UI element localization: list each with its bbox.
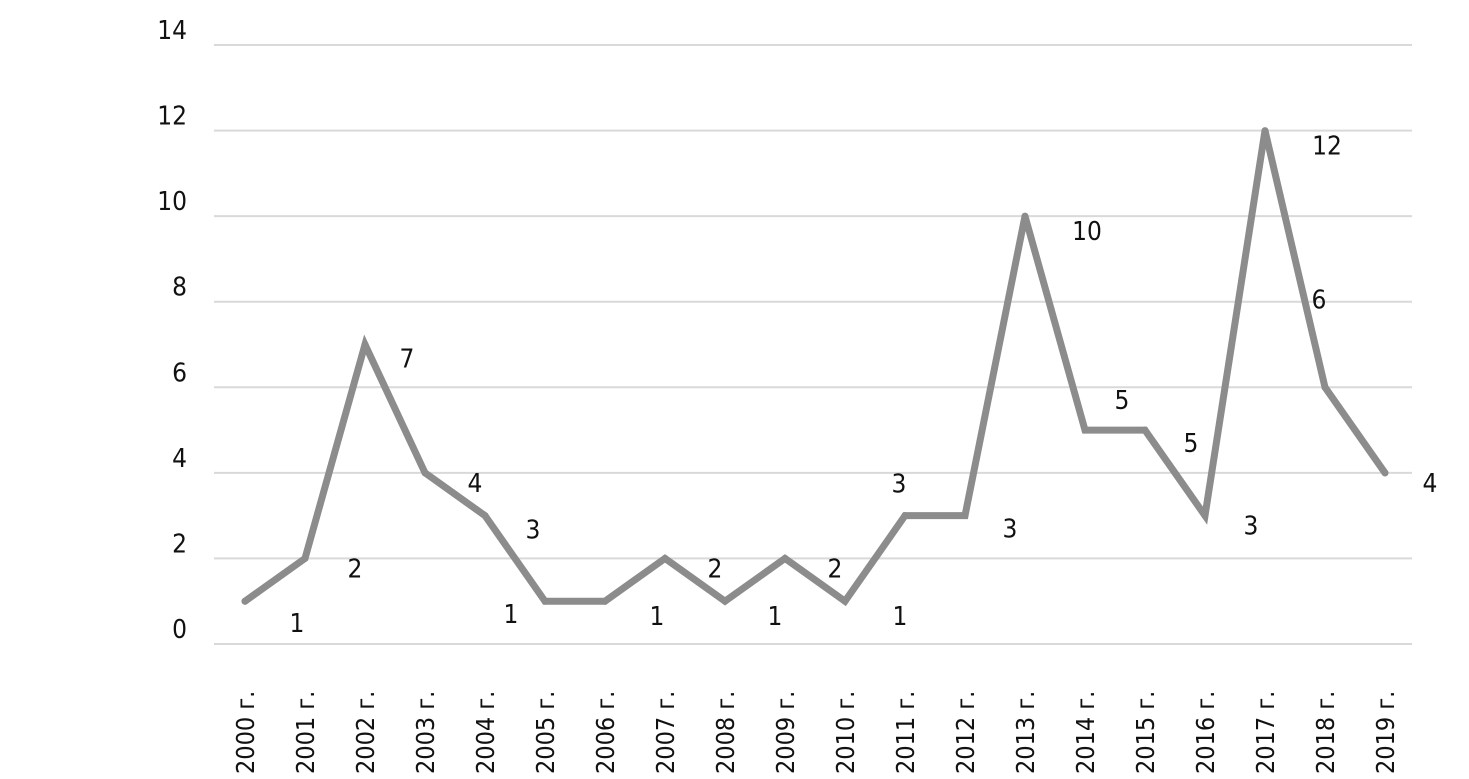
data-point <box>361 341 369 348</box>
data-point <box>241 597 249 605</box>
data-label: 10 <box>1072 217 1102 247</box>
x-tick-label: 2016 г. <box>1191 691 1220 774</box>
data-point <box>541 597 549 605</box>
data-label: 1 <box>768 602 783 632</box>
data-point <box>301 554 309 562</box>
data-point <box>841 597 849 605</box>
data-label: 12 <box>1312 132 1342 162</box>
data-label: 1 <box>893 602 908 632</box>
x-tick-label: 2000 г. <box>231 691 260 774</box>
x-tick-label: 2009 г. <box>771 691 800 774</box>
x-tick-label: 2005 г. <box>531 691 560 774</box>
data-label: 5 <box>1184 429 1199 459</box>
data-point <box>901 512 909 520</box>
data-point <box>601 597 609 605</box>
data-label: 1 <box>504 600 519 630</box>
x-tick-label: 2003 г. <box>411 691 440 774</box>
data-point <box>781 554 789 562</box>
x-tick-label: 2010 г. <box>831 691 860 774</box>
data-label: 4 <box>1423 469 1438 499</box>
data-label: 3 <box>1244 512 1259 542</box>
y-tick-label: 8 <box>172 273 187 303</box>
gridlines <box>214 44 1412 645</box>
data-point <box>961 512 969 520</box>
x-tick-label: 2011 г. <box>891 691 920 774</box>
y-tick-label: 2 <box>172 529 187 559</box>
data-label: 1 <box>650 602 665 632</box>
data-label: 2 <box>708 554 723 584</box>
x-tick-label: 2013 г. <box>1011 691 1040 774</box>
data-label: 3 <box>892 470 907 500</box>
x-tick-label: 2019 г. <box>1371 691 1400 774</box>
data-point <box>1081 426 1089 434</box>
data-label: 7 <box>400 345 415 375</box>
data-label: 2 <box>348 554 363 584</box>
data-point <box>1261 127 1269 135</box>
data-point <box>481 512 489 520</box>
series-line-group <box>241 127 1389 607</box>
data-point <box>421 469 429 477</box>
x-tick-label: 2014 г. <box>1071 691 1100 774</box>
data-point <box>721 597 729 605</box>
x-tick-label: 2006 г. <box>591 691 620 774</box>
data-point <box>1321 383 1329 391</box>
data-point <box>1021 212 1029 220</box>
series-line <box>241 129 1389 607</box>
x-axis-ticks: 2000 г. 2001 г. 2002 г. 2003 г. 2004 г. 2005 … <box>231 691 1400 774</box>
x-tick-label: 2018 г. <box>1311 691 1340 774</box>
data-label: 4 <box>468 469 483 499</box>
y-tick-label: 0 <box>172 615 187 645</box>
x-tick-label: 2008 г. <box>711 691 740 774</box>
x-tick-label: 2002 г. <box>351 691 380 774</box>
x-tick-label: 2001 г. <box>291 691 320 774</box>
data-label: 3 <box>1003 515 1018 545</box>
y-tick-label: 6 <box>172 358 187 388</box>
data-label: 1 <box>290 609 305 639</box>
data-point <box>661 554 669 562</box>
y-axis-ticks: 0 2 4 6 8 10 12 14 <box>157 16 187 645</box>
x-tick-label: 2015 г. <box>1131 691 1160 774</box>
data-label: 6 <box>1312 285 1327 315</box>
y-tick-label: 10 <box>157 187 187 217</box>
x-tick-label: 2017 г. <box>1251 691 1280 774</box>
data-label: 5 <box>1115 386 1130 416</box>
data-point <box>1381 469 1389 477</box>
y-tick-label: 4 <box>172 444 187 474</box>
x-tick-label: 2004 г. <box>471 691 500 774</box>
data-point <box>1201 512 1209 520</box>
x-tick-label: 2007 г. <box>651 691 680 774</box>
y-tick-label: 14 <box>157 16 187 46</box>
data-label: 3 <box>526 516 541 546</box>
y-tick-label: 12 <box>157 102 187 132</box>
data-label: 2 <box>828 554 843 584</box>
data-point <box>1141 426 1149 434</box>
x-tick-label: 2012 г. <box>951 691 980 774</box>
